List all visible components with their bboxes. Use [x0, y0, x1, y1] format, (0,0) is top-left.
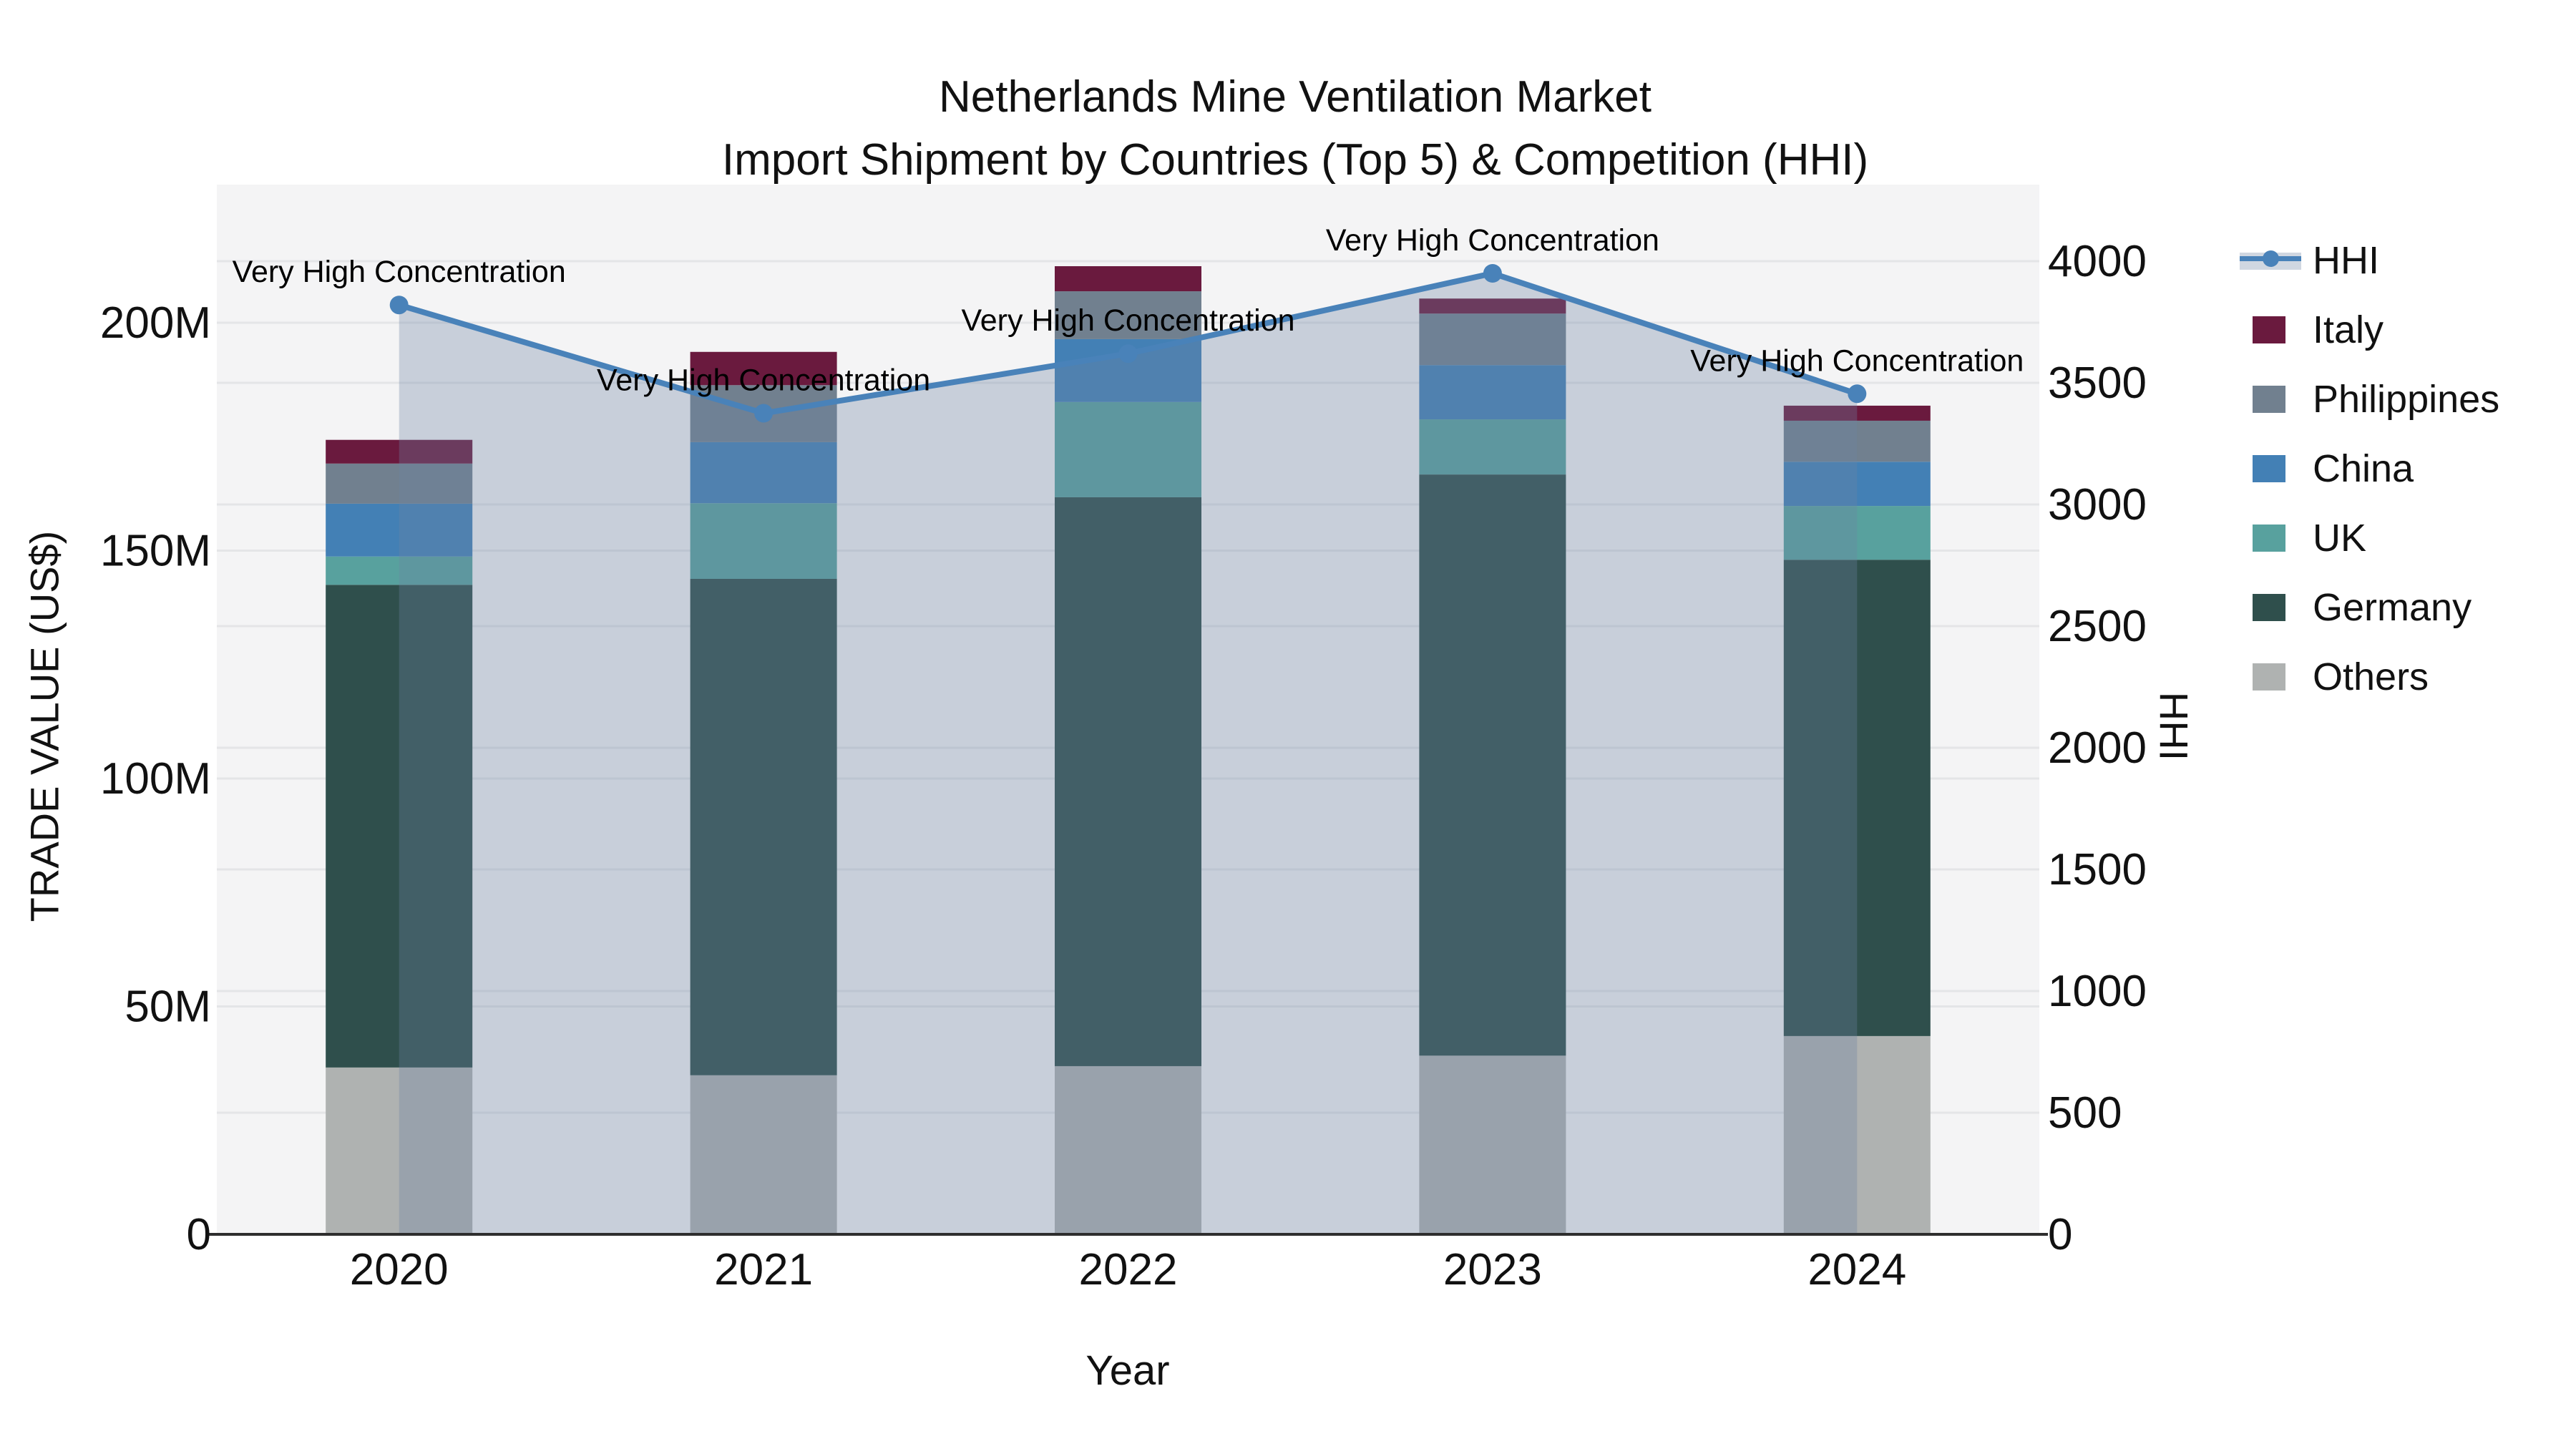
legend: HHI Italy Philippines China UK Germany Others [2240, 235, 2499, 721]
bar-segment-italy-2023 [1419, 298, 1566, 314]
bar-segment-others-2021 [690, 1075, 837, 1234]
bar-segment-germany-2021 [690, 578, 837, 1075]
legend-label-others: Others [2313, 655, 2429, 698]
y-tick-label-right-0: 0 [2048, 1210, 2072, 1259]
x-tick-label-2021: 2021 [714, 1245, 813, 1294]
bar-segment-uk-2021 [690, 503, 837, 579]
chart-title-line2: Import Shipment by Countries (Top 5) & C… [721, 135, 1869, 185]
y-tick-label-left-0: 0 [187, 1210, 211, 1259]
x-tick-label-2020: 2020 [350, 1245, 449, 1294]
bar-segment-china-2024 [1783, 462, 1931, 507]
bar-segment-uk-2024 [1783, 506, 1931, 560]
y-tick-label-right-1000: 1000 [2048, 967, 2147, 1016]
legend-swatch-uk [2253, 525, 2285, 552]
bar-segment-philippines-2020 [326, 463, 473, 504]
legend-item-germany: Germany [2240, 582, 2499, 633]
legend-swatch-italy [2253, 316, 2285, 343]
legend-item-china: China [2240, 444, 2499, 494]
x-tick-label-2024: 2024 [1807, 1245, 1906, 1294]
bar-segment-uk-2022 [1055, 401, 1201, 497]
bar-segment-philippines-2023 [1419, 313, 1566, 366]
legend-icon-slot [2240, 663, 2301, 691]
bar-segment-italy-2020 [326, 439, 473, 464]
legend-item-philippines: Philippines [2240, 374, 2499, 424]
annotation-2022: Very High Concentration [961, 303, 1294, 338]
bar-segment-china-2020 [326, 503, 473, 557]
annotation-2020: Very High Concentration [233, 255, 566, 289]
y-tick-label-right-2000: 2000 [2048, 723, 2147, 773]
bar-segment-others-2024 [1783, 1035, 1931, 1234]
bar-segment-italy-2022 [1055, 266, 1201, 292]
legend-label-uk: UK [2313, 517, 2367, 560]
y-tick-label-left-100M: 100M [100, 754, 211, 804]
legend-icon-slot [2240, 248, 2301, 273]
bar-segment-china-2023 [1419, 365, 1566, 420]
bar-segment-italy-2024 [1783, 405, 1931, 421]
hhi-area [399, 273, 1858, 1234]
legend-icon-slot [2240, 455, 2301, 482]
hhi-marker-2020 [389, 296, 409, 315]
x-tick-label-2023: 2023 [1443, 1245, 1542, 1294]
legend-item-others: Others [2240, 652, 2499, 702]
legend-icon-slot [2240, 386, 2301, 413]
bar-segment-germany-2024 [1783, 560, 1931, 1036]
y-tick-label-right-4000: 4000 [2048, 237, 2147, 286]
x-tick-label-2022: 2022 [1079, 1245, 1178, 1294]
bar-segment-germany-2022 [1055, 497, 1201, 1066]
y-tick-label-right-500: 500 [2048, 1088, 2122, 1138]
legend-swatch-others [2253, 663, 2285, 691]
hhi-marker-swatch [2263, 250, 2279, 267]
legend-label-philippines: Philippines [2313, 378, 2500, 421]
bar-segment-others-2023 [1419, 1055, 1566, 1234]
bar-segment-italy-2021 [690, 351, 837, 386]
y-axis-title-right: HHI [2151, 691, 2197, 761]
annotation-2023: Very High Concentration [1326, 223, 1659, 258]
legend-label-germany: Germany [2313, 586, 2472, 629]
legend-label-italy: Italy [2313, 308, 2384, 351]
legend-item-italy: Italy [2240, 305, 2499, 355]
hhi-marker-2024 [1848, 384, 1867, 404]
y-tick-label-left-150M: 150M [100, 527, 211, 576]
chart-title: Netherlands Mine Ventilation Market Impo… [7, 66, 2576, 192]
legend-item-uk: UK [2240, 513, 2499, 563]
annotation-2021: Very High Concentration [597, 364, 930, 398]
legend-swatch-china [2253, 455, 2285, 482]
legend-icon-slot [2240, 525, 2301, 552]
bar-segment-china-2021 [690, 441, 837, 504]
y-tick-label-left-50M: 50M [125, 982, 211, 1032]
legend-label-hhi: HHI [2313, 239, 2379, 282]
legend-swatch-philippines [2253, 386, 2285, 413]
y-tick-label-right-2500: 2500 [2048, 602, 2147, 651]
bar-segment-philippines-2024 [1783, 420, 1931, 462]
hhi-marker-2023 [1483, 264, 1502, 283]
legend-icon-slot [2240, 594, 2301, 621]
y-tick-label-right-1500: 1500 [2048, 845, 2147, 894]
bar-segment-philippines-2022 [1055, 291, 1201, 339]
legend-label-china: China [2313, 447, 2414, 490]
bar-segment-germany-2020 [326, 585, 473, 1068]
bar-segment-uk-2023 [1419, 419, 1566, 475]
bar-segment-germany-2023 [1419, 474, 1566, 1056]
legend-icon-slot [2240, 316, 2301, 343]
bar-segment-others-2022 [1055, 1065, 1201, 1234]
y-tick-label-left-200M: 200M [100, 298, 211, 348]
annotation-2024: Very High Concentration [1690, 343, 2024, 378]
chart-title-line1: Netherlands Mine Ventilation Market [939, 72, 1652, 122]
x-axis-title: Year [1085, 1347, 1170, 1394]
legend-item-hhi: HHI [2240, 235, 2499, 286]
legend-swatch-germany [2253, 594, 2285, 621]
hhi-marker-2021 [754, 404, 774, 423]
y-tick-label-right-3500: 3500 [2048, 358, 2147, 408]
hhi-marker-2022 [1118, 344, 1138, 364]
y-tick-label-right-3000: 3000 [2048, 480, 2147, 530]
bar-segment-uk-2020 [326, 556, 473, 585]
hhi-line-sample-icon [2240, 248, 2301, 273]
bar-segment-others-2020 [326, 1067, 473, 1234]
y-axis-title-left: TRADE VALUE (US$) [21, 530, 67, 922]
